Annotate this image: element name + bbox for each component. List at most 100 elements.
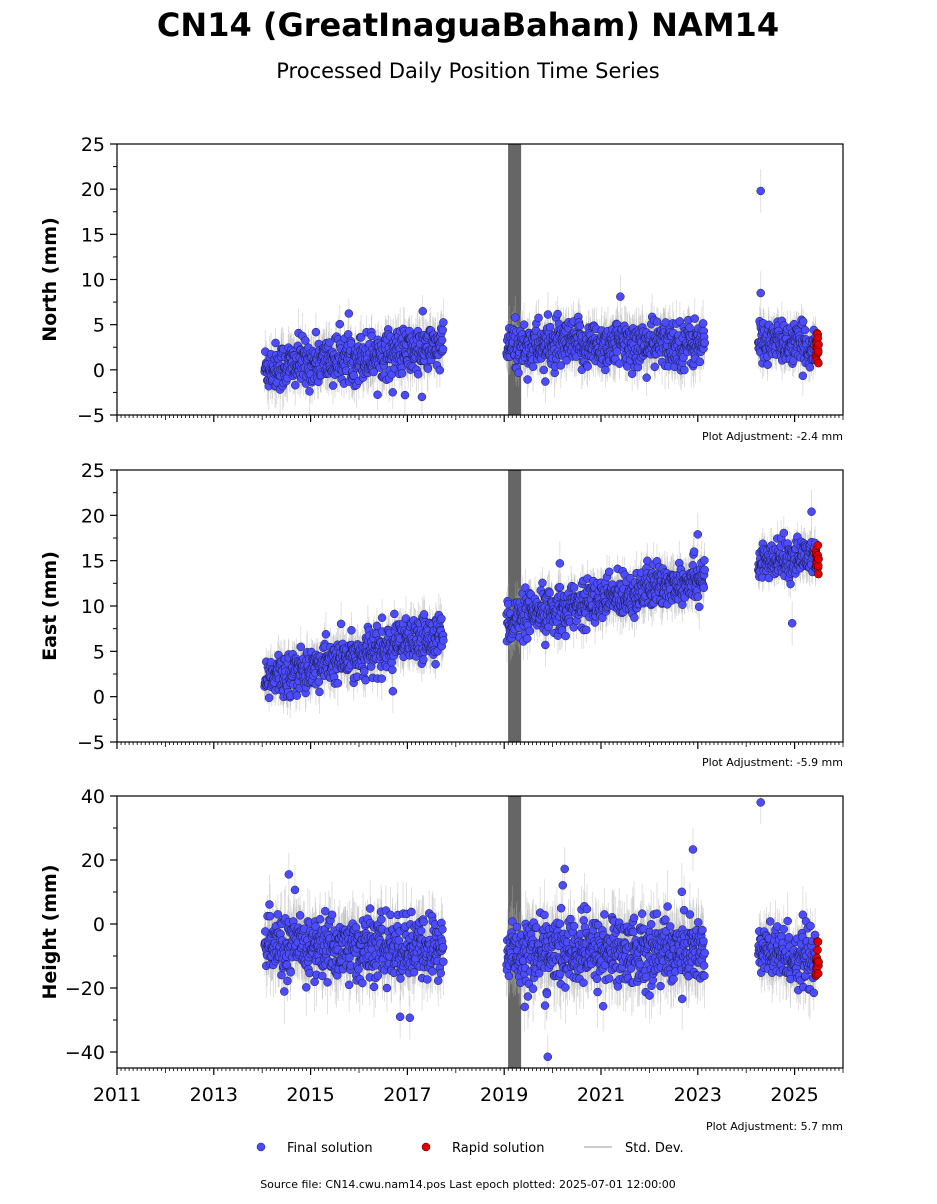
final-point [799, 317, 807, 325]
final-point [546, 323, 554, 331]
final-point [436, 366, 444, 374]
chart-subtitle: Processed Daily Position Time Series [276, 59, 660, 83]
final-point [418, 393, 426, 401]
final-point [701, 339, 709, 347]
final-point [305, 387, 313, 395]
final-point [601, 366, 609, 374]
y-tick-label: 15 [81, 224, 105, 246]
y-tick-label: 25 [81, 134, 105, 156]
final-point [419, 656, 427, 664]
rapid-point [814, 359, 822, 367]
final-point [651, 363, 659, 371]
final-point [347, 626, 355, 634]
north-rapid-points [812, 329, 823, 367]
chart-title: CN14 (GreatInaguaBaham) NAM14 [157, 6, 779, 44]
final-point [265, 694, 273, 702]
final-point [315, 688, 323, 696]
final-point [523, 635, 531, 643]
final-point [414, 370, 422, 378]
north-axes-frame [117, 144, 843, 415]
final-point [439, 636, 447, 644]
final-point [515, 369, 523, 377]
final-point [419, 307, 427, 315]
final-point [806, 363, 814, 371]
final-point [757, 289, 765, 297]
final-point [322, 630, 330, 638]
final-point [438, 336, 446, 344]
final-point [437, 615, 445, 623]
final-point [337, 620, 345, 628]
final-point [653, 318, 661, 326]
final-point [388, 666, 396, 674]
final-point [544, 311, 552, 319]
final-point [535, 314, 543, 322]
final-point [686, 324, 694, 332]
north-y-ticks: −5 0 5 10 15 20 25 [77, 134, 117, 427]
final-point [691, 315, 699, 323]
chart-canvas: CN14 (GreatInaguaBaham) NAM14 Processed … [0, 0, 937, 1200]
y-tick-label: 0 [93, 360, 105, 382]
final-point [541, 378, 549, 386]
final-point [529, 363, 537, 371]
final-point [764, 361, 772, 369]
final-point [297, 643, 305, 651]
east-final-points [261, 508, 820, 702]
final-point [272, 339, 280, 347]
final-point [312, 328, 320, 336]
final-point [540, 366, 548, 374]
final-point [801, 326, 809, 334]
final-point [432, 660, 440, 668]
final-point [526, 627, 534, 635]
final-point [576, 322, 584, 330]
final-point [757, 187, 765, 195]
final-point [398, 369, 406, 377]
final-point [329, 382, 337, 390]
north-plot-adjustment: Plot Adjustment: -2.4 mm [702, 430, 843, 443]
final-point [334, 679, 342, 687]
final-point [360, 667, 368, 675]
final-point [511, 313, 519, 321]
north-final-points [261, 187, 820, 401]
final-point [554, 310, 562, 318]
final-point [524, 376, 532, 384]
final-point [389, 388, 397, 396]
final-point [301, 337, 309, 345]
final-point [538, 579, 546, 587]
final-point [439, 326, 447, 334]
final-point [616, 293, 624, 301]
y-tick-label: 20 [81, 179, 105, 201]
final-point [362, 676, 370, 684]
rapid-point [815, 341, 823, 349]
north-plot-area [261, 144, 823, 419]
final-point [699, 319, 707, 327]
final-point [680, 366, 688, 374]
final-point [504, 600, 512, 608]
final-point [420, 610, 428, 618]
final-point [378, 675, 386, 683]
final-point [378, 614, 386, 622]
final-point [336, 320, 344, 328]
final-point [439, 345, 447, 353]
y-tick-label: 5 [93, 315, 105, 337]
y-tick-label: −5 [77, 405, 105, 427]
final-point [293, 692, 301, 700]
north-y-axis-label: North (mm) [39, 217, 61, 342]
final-point [401, 391, 409, 399]
final-point [439, 318, 447, 326]
y-tick-label: 10 [81, 270, 105, 292]
final-point [345, 310, 353, 318]
north-panel: −5 0 5 10 15 20 25 North (mm) Plot Adjustment: -… [39, 134, 843, 443]
final-point [291, 381, 299, 389]
east-plot-area [261, 470, 823, 742]
final-point [546, 589, 554, 597]
final-point [696, 358, 704, 366]
north-x-ticks [117, 415, 843, 422]
final-point [374, 391, 382, 399]
final-point [520, 321, 528, 329]
final-point [643, 374, 651, 382]
final-point [799, 372, 807, 380]
final-point [584, 362, 592, 370]
final-point [424, 365, 432, 373]
final-point [390, 610, 398, 618]
